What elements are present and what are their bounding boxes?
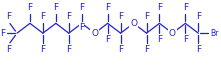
Text: F: F [66,45,71,54]
Text: F: F [105,3,110,12]
Text: F: F [118,12,123,21]
Text: F: F [183,35,188,44]
Text: F: F [0,29,5,38]
Text: F: F [105,35,110,44]
Text: O: O [130,19,137,28]
Text: F: F [118,45,123,54]
Text: F: F [183,3,188,12]
Text: F: F [157,3,162,12]
Text: F: F [79,23,84,32]
Text: F: F [144,45,149,54]
Text: Br: Br [210,29,219,38]
Text: F: F [40,45,46,54]
Text: F: F [157,35,162,44]
Text: F: F [6,45,11,54]
Text: F: F [66,12,71,21]
Text: F: F [27,3,32,12]
Text: F: F [53,3,58,12]
Text: F: F [196,12,201,21]
Text: F: F [144,12,149,21]
Text: F: F [6,12,11,21]
Text: F: F [196,45,201,54]
Text: O: O [169,29,176,38]
Text: O: O [91,29,98,38]
Text: F: F [79,3,84,12]
Text: F: F [40,12,46,21]
